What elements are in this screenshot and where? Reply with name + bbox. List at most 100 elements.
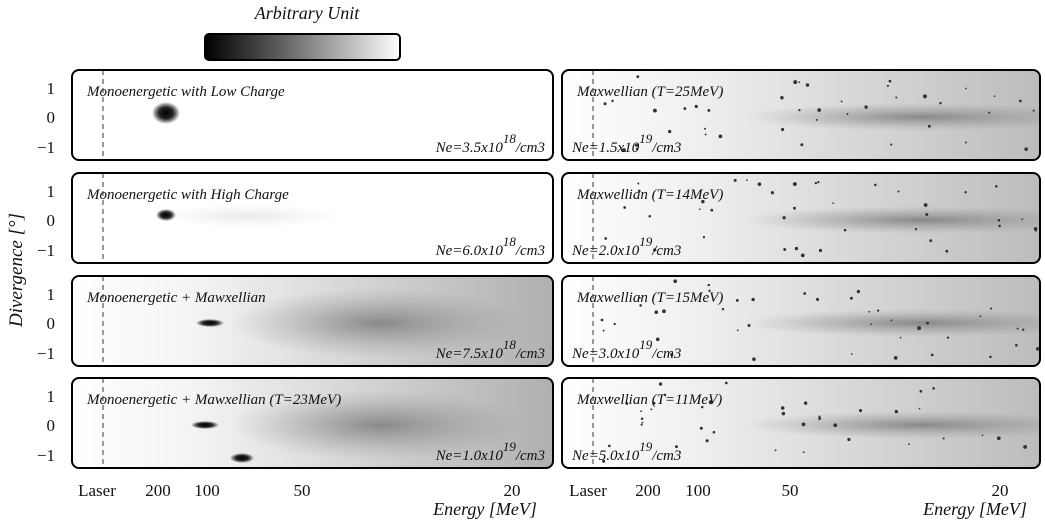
beam-spot xyxy=(152,102,180,124)
speck xyxy=(654,310,658,314)
speck xyxy=(713,431,716,434)
speck xyxy=(710,209,713,212)
panels: Monoenergetic with Low ChargeNe=3.5x1018… xyxy=(37,70,1045,519)
speck xyxy=(734,179,737,182)
beam-spot-2 xyxy=(230,453,254,463)
speck xyxy=(780,96,783,99)
panel: Monoenergetic + MawxellianNe=7.5x1018/cm… xyxy=(72,276,553,366)
speck xyxy=(707,109,710,112)
speck xyxy=(815,182,817,184)
speck xyxy=(640,410,642,412)
speck xyxy=(659,382,662,385)
speck xyxy=(781,406,785,410)
y-tick-label: −1 xyxy=(37,344,55,363)
speck xyxy=(908,443,910,445)
panel-title: Monoenergetic with Low Charge xyxy=(86,84,285,100)
speck xyxy=(915,228,917,230)
colorbar xyxy=(205,34,400,60)
speck xyxy=(775,449,777,451)
speck xyxy=(641,423,643,425)
density-unit: /cm3 xyxy=(515,448,545,464)
x-tick-label: 20 xyxy=(504,481,521,500)
density-base: Ne=3.5x10 xyxy=(435,140,504,156)
speck xyxy=(752,357,756,361)
speck xyxy=(782,412,785,415)
density-base: Ne=2.0x10 xyxy=(571,243,640,259)
speck xyxy=(923,94,927,98)
panel-title: Maxwellian (T=15MeV) xyxy=(576,290,723,306)
panel: Monoenergetic + Mawxellian (T=23MeV)Ne=1… xyxy=(72,378,553,468)
speck xyxy=(965,88,967,90)
speck xyxy=(817,181,819,183)
speck xyxy=(943,437,945,439)
x-tick-label: 200 xyxy=(145,481,171,500)
speck xyxy=(798,109,800,111)
speck xyxy=(982,435,984,437)
density-base: Ne=1.0x10 xyxy=(435,448,504,464)
speck xyxy=(736,299,739,302)
speck xyxy=(998,225,1001,228)
speck xyxy=(795,247,798,250)
speck xyxy=(725,382,728,385)
speck xyxy=(816,298,819,301)
speck xyxy=(1021,218,1023,220)
beam-spot xyxy=(191,421,219,429)
y-tick-label: −1 xyxy=(37,446,55,465)
y-tick-label: 0 xyxy=(47,314,56,333)
panel: Monoenergetic with Low ChargeNe=3.5x1018… xyxy=(72,70,553,160)
speck xyxy=(995,185,998,188)
speck xyxy=(994,95,996,97)
y-tick-label: −1 xyxy=(37,138,55,157)
speck xyxy=(816,119,818,121)
speck xyxy=(662,309,666,313)
x-axis-label: Energy [MeV] xyxy=(922,499,1027,519)
speck xyxy=(988,112,990,114)
speck xyxy=(793,80,797,84)
panel: Monoenergetic with High ChargeNe=6.0x101… xyxy=(72,173,553,263)
speck xyxy=(604,102,607,105)
speck xyxy=(924,203,928,207)
speck xyxy=(900,337,902,339)
speck xyxy=(603,330,605,332)
density-unit: /cm3 xyxy=(651,346,681,362)
speck xyxy=(705,133,707,135)
speck xyxy=(758,182,762,186)
speck xyxy=(1036,347,1039,350)
x-tick-label: 100 xyxy=(685,481,711,500)
x-tick-label: 20 xyxy=(992,481,1009,500)
speck xyxy=(965,141,967,143)
speck xyxy=(817,108,821,112)
speck xyxy=(793,182,797,186)
speck xyxy=(708,284,710,286)
speck xyxy=(746,179,748,181)
speck xyxy=(857,290,860,293)
speck xyxy=(929,239,932,242)
speck xyxy=(851,353,853,355)
density-base: Ne=3.0x10 xyxy=(571,346,640,362)
panel-title: Monoenergetic + Mawxellian xyxy=(86,290,266,306)
density-unit: /cm3 xyxy=(651,448,681,464)
speck xyxy=(656,337,660,341)
x-tick-label: 100 xyxy=(194,481,220,500)
density-exp: 19 xyxy=(639,439,653,454)
speck xyxy=(1022,329,1024,331)
y-axis-label: Divergence [°] xyxy=(6,213,27,328)
speck xyxy=(932,387,935,390)
speck xyxy=(806,83,810,87)
x-tick-label: 200 xyxy=(635,481,661,500)
density-unit: /cm3 xyxy=(515,346,545,362)
speck xyxy=(1035,230,1037,232)
speck xyxy=(1033,110,1035,112)
speck xyxy=(891,319,893,321)
speck xyxy=(895,96,897,98)
speck xyxy=(833,423,837,427)
x-tick-label: 50 xyxy=(782,481,799,500)
speck xyxy=(668,130,671,133)
speck xyxy=(990,307,992,309)
speck xyxy=(947,336,949,338)
speck xyxy=(850,297,853,300)
speck xyxy=(989,356,992,359)
speck xyxy=(601,319,604,322)
density-unit: /cm3 xyxy=(651,243,681,259)
x-tick-label: Laser xyxy=(569,481,607,500)
